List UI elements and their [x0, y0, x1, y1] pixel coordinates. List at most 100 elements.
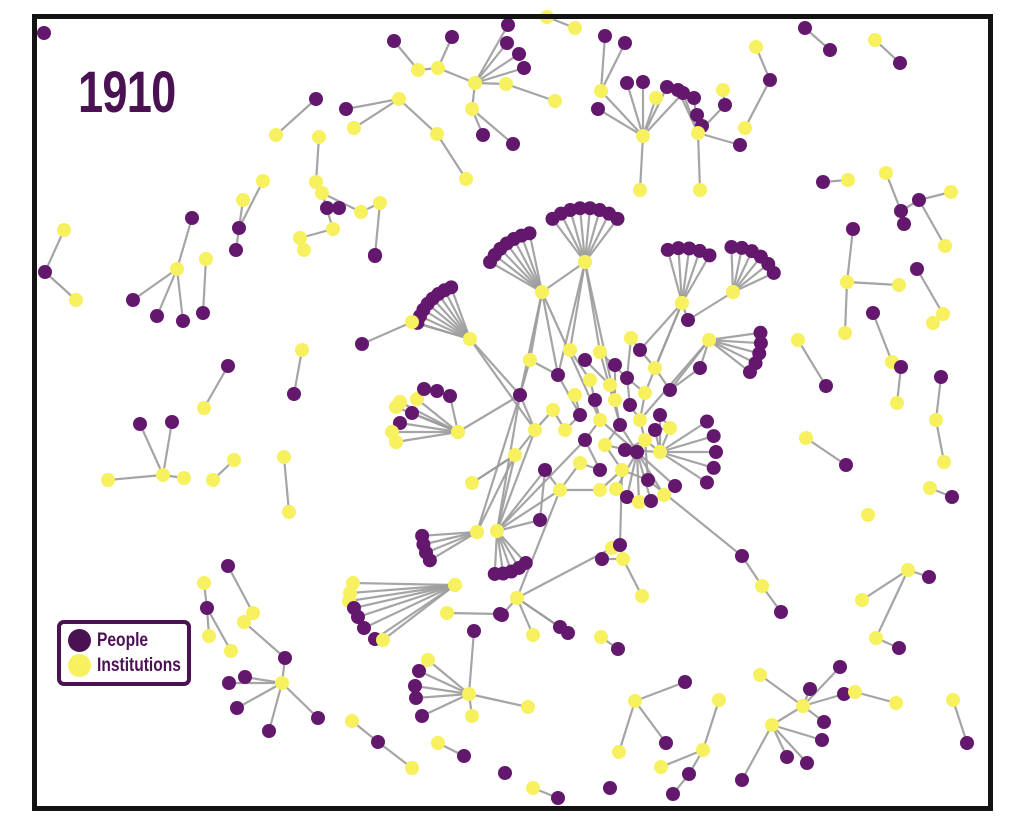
- institution-node: [889, 696, 903, 710]
- edge: [495, 438, 587, 533]
- institution-node: [448, 578, 462, 592]
- person-node: [910, 262, 924, 276]
- person-node: [409, 691, 423, 705]
- person-node: [165, 415, 179, 429]
- edge: [493, 253, 544, 294]
- person-node: [126, 293, 140, 307]
- edge: [625, 81, 645, 138]
- institution-node: [411, 63, 425, 77]
- edge: [707, 338, 752, 374]
- edge: [495, 529, 505, 575]
- edge: [599, 34, 607, 93]
- institution-node: [421, 653, 435, 667]
- institution-node: [199, 252, 213, 266]
- person-node: [200, 601, 214, 615]
- institution-node: [246, 606, 260, 620]
- person-node: [593, 463, 607, 477]
- person-node: [678, 675, 692, 689]
- edge: [731, 262, 770, 294]
- person-node: [513, 388, 527, 402]
- person-node: [538, 463, 552, 477]
- edge: [731, 250, 753, 294]
- person-node: [659, 736, 673, 750]
- edge: [578, 207, 587, 264]
- institution-node: [693, 183, 707, 197]
- institution-node: [944, 185, 958, 199]
- edge: [680, 254, 711, 305]
- edge: [635, 450, 677, 488]
- person-node: [495, 608, 509, 622]
- person-node: [676, 86, 690, 100]
- person-node: [682, 767, 696, 781]
- institution-node: [738, 121, 752, 135]
- person-node: [196, 306, 210, 320]
- person-node: [405, 406, 419, 420]
- person-node: [668, 479, 682, 493]
- edge: [470, 107, 515, 146]
- edge: [596, 107, 645, 138]
- person-node: [706, 429, 721, 444]
- institution-node: [691, 126, 705, 140]
- edge: [426, 658, 471, 696]
- edge: [599, 41, 627, 93]
- edge: [796, 338, 828, 388]
- edge: [770, 723, 809, 765]
- edge: [658, 450, 715, 470]
- institution-node: [465, 102, 479, 116]
- person-node: [666, 787, 680, 801]
- institution-node: [633, 413, 647, 427]
- person-node: [866, 306, 880, 320]
- institution-node: [573, 456, 587, 470]
- edge: [473, 41, 509, 85]
- edge: [638, 134, 645, 192]
- edge: [874, 568, 910, 640]
- institution-node: [523, 353, 537, 367]
- person-node: [610, 211, 625, 226]
- person-node: [620, 371, 634, 385]
- institution-node-icon: [68, 654, 91, 677]
- edge: [677, 247, 684, 305]
- institution-node: [101, 473, 115, 487]
- edge: [871, 311, 894, 364]
- edge: [617, 699, 637, 754]
- person-node: [588, 393, 602, 407]
- edge: [641, 91, 685, 138]
- person-node: [735, 773, 749, 787]
- institution-node: [929, 413, 943, 427]
- edge: [418, 315, 472, 341]
- person-node: [620, 76, 634, 90]
- edge: [226, 564, 255, 615]
- edge: [456, 393, 522, 434]
- person-node: [512, 47, 526, 61]
- person-node: [660, 242, 675, 257]
- person-node: [150, 309, 164, 323]
- edge: [435, 132, 468, 181]
- institution-node: [237, 615, 251, 629]
- edge: [618, 468, 624, 547]
- edge: [280, 681, 320, 720]
- institution-node: [568, 388, 582, 402]
- person-node: [753, 325, 768, 340]
- edge: [559, 212, 587, 264]
- edge: [495, 518, 542, 533]
- edge: [470, 453, 517, 485]
- institution-node: [197, 401, 211, 415]
- person-node: [415, 528, 430, 543]
- edge: [450, 286, 472, 341]
- edge: [422, 530, 479, 546]
- person-node: [702, 248, 717, 263]
- person-node: [533, 513, 547, 527]
- edge: [202, 364, 230, 410]
- edge: [801, 665, 842, 708]
- institution-node: [197, 576, 211, 590]
- person-node: [320, 201, 334, 215]
- institution-node: [526, 628, 540, 642]
- edge: [504, 82, 557, 103]
- edge: [131, 267, 179, 302]
- institution-node: [841, 173, 855, 187]
- person-node: [430, 384, 444, 398]
- person-node: [357, 621, 371, 635]
- edge: [421, 530, 479, 537]
- person-node: [443, 389, 457, 403]
